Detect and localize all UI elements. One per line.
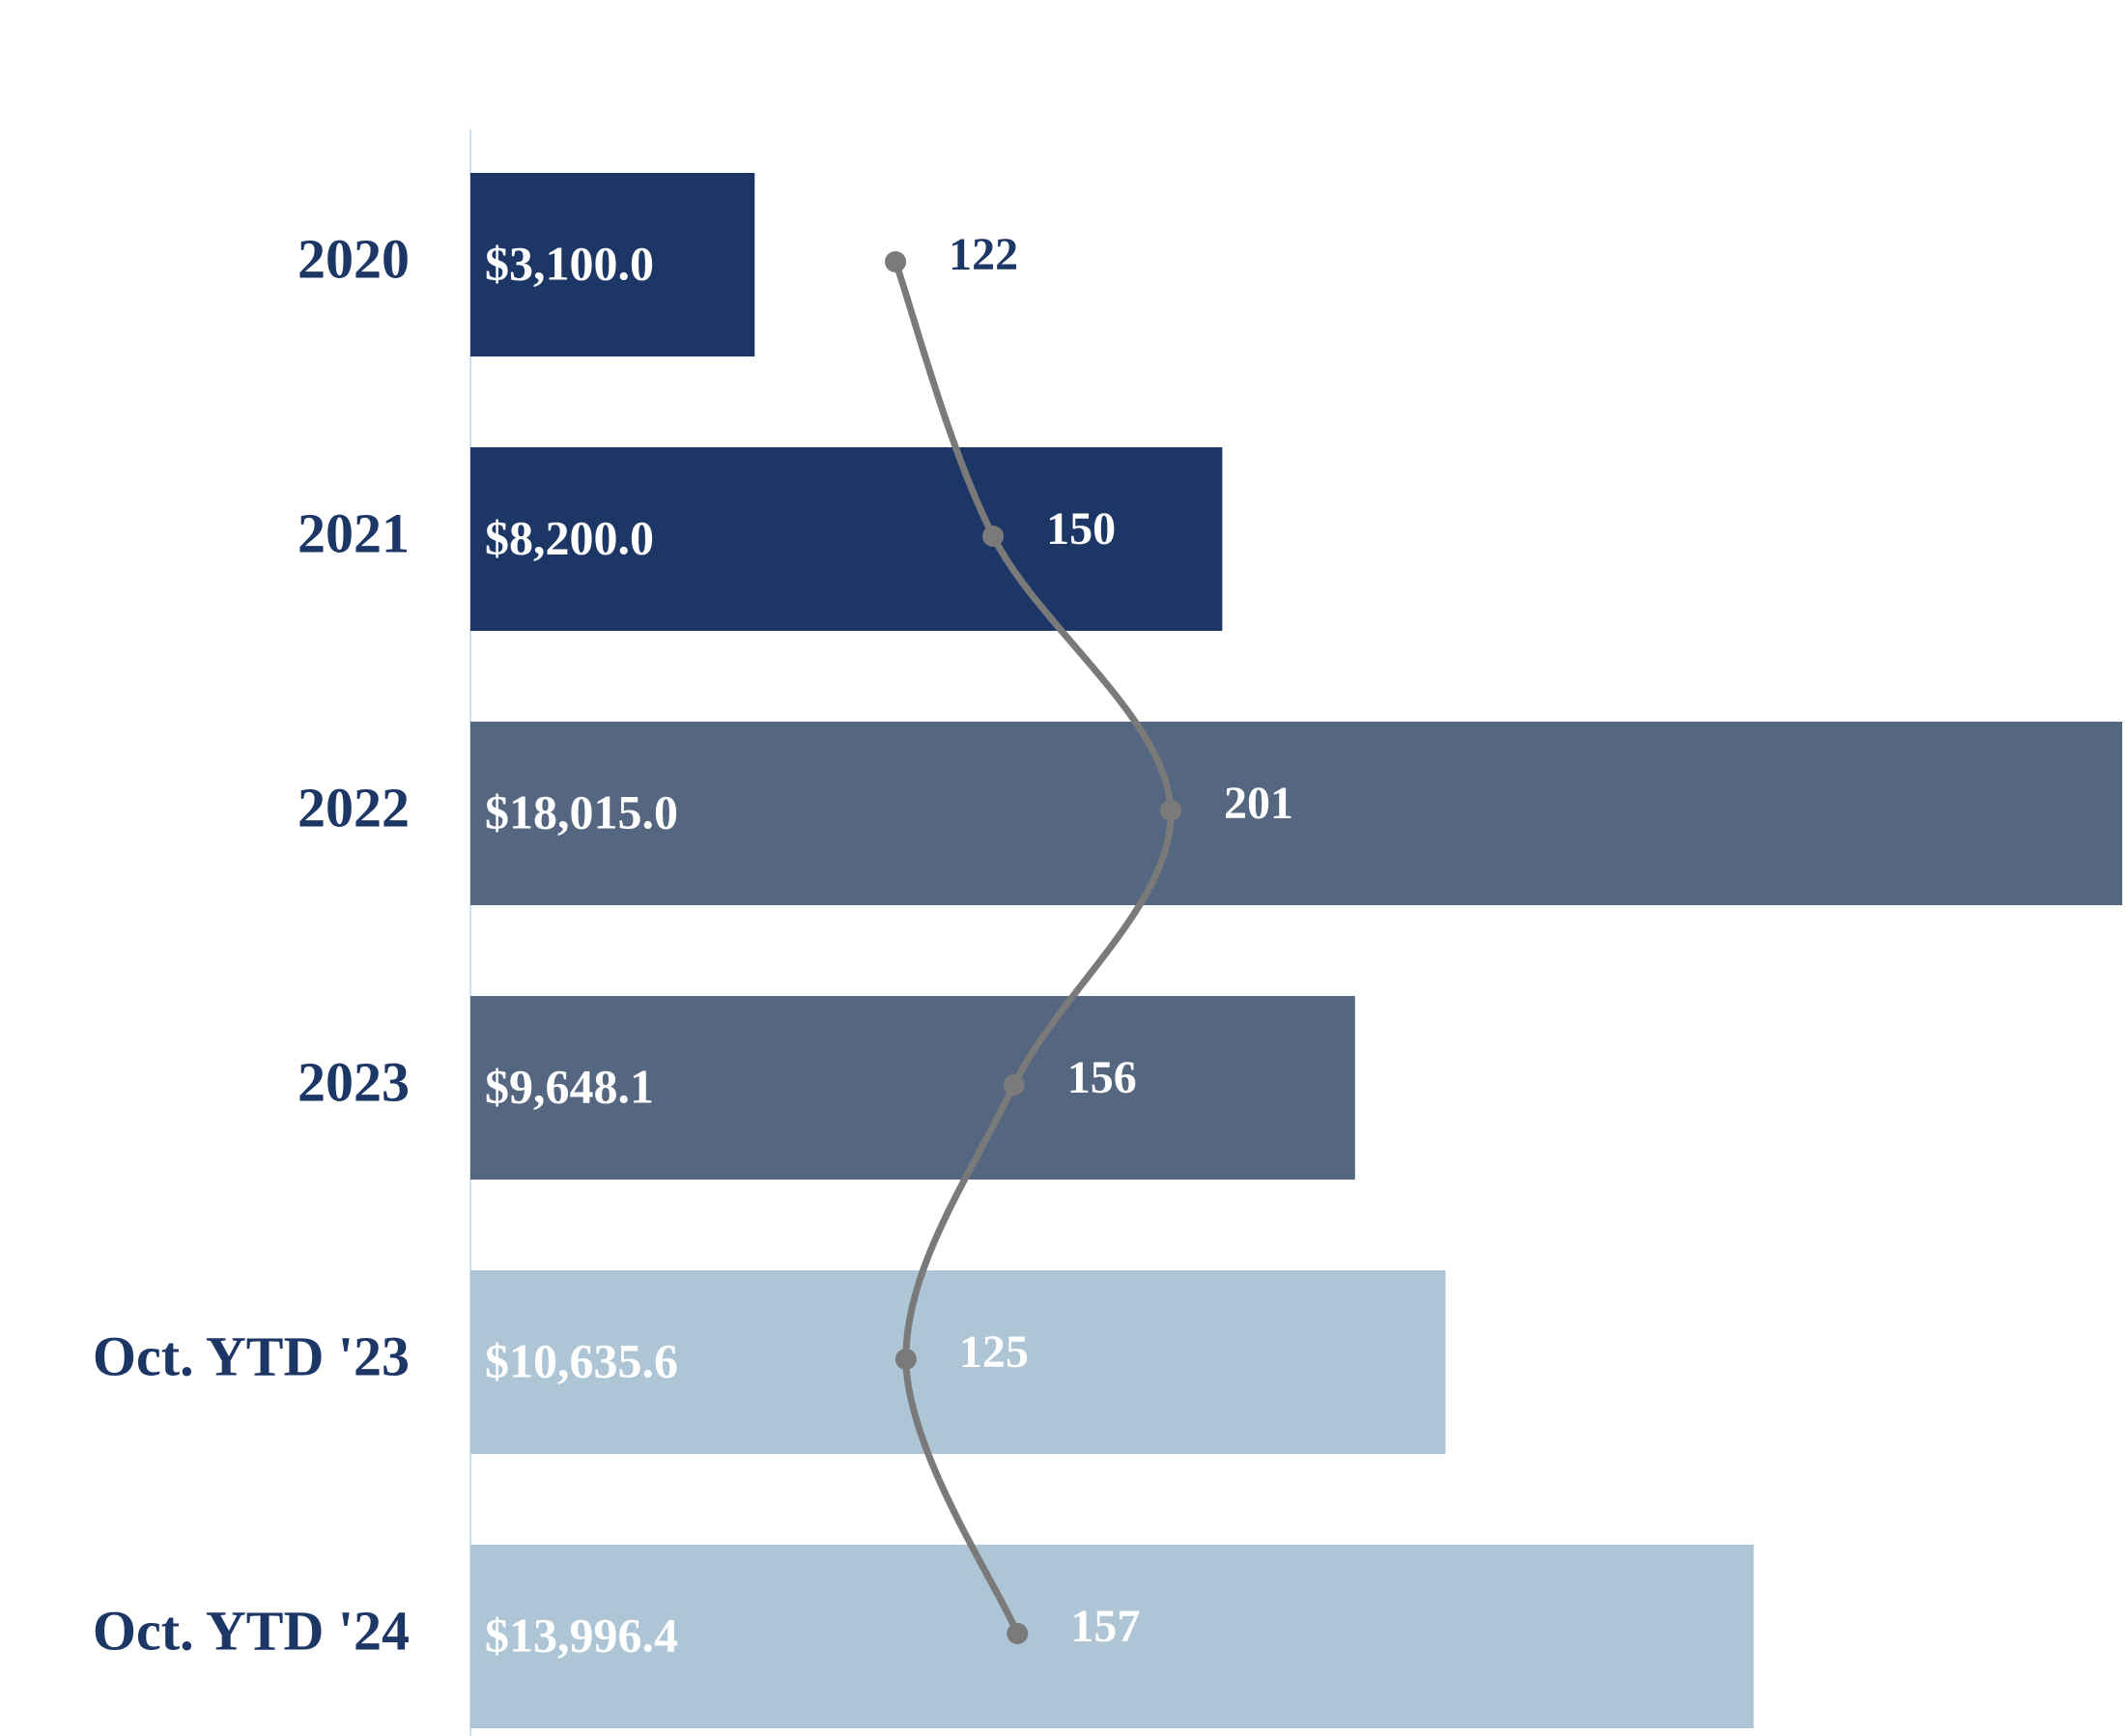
bar bbox=[470, 1545, 1754, 1728]
bar bbox=[470, 1270, 1446, 1454]
category-label: 2023 bbox=[298, 1050, 410, 1113]
count-point bbox=[1003, 1074, 1025, 1096]
bar bbox=[470, 447, 1223, 631]
bar bbox=[470, 173, 755, 356]
category-label: 2020 bbox=[298, 227, 410, 290]
bar-value-label: $18,015.0 bbox=[485, 784, 678, 839]
count-point bbox=[1007, 1623, 1029, 1644]
count-label: 150 bbox=[1046, 503, 1116, 555]
category-label: Oct. YTD '23 bbox=[93, 1324, 410, 1387]
category-label: 2022 bbox=[298, 776, 410, 839]
bar-value-label: $10,635.6 bbox=[485, 1333, 678, 1387]
count-label: 122 bbox=[949, 229, 1018, 280]
bar bbox=[470, 722, 2122, 905]
bar bbox=[470, 996, 1355, 1180]
category-label: Oct. YTD '24 bbox=[93, 1599, 410, 1662]
count-line bbox=[892, 258, 1175, 1637]
bar-value-label: $13,996.4 bbox=[485, 1608, 678, 1662]
bar-value-label: $8,200.0 bbox=[485, 510, 654, 564]
count-point bbox=[894, 1349, 917, 1370]
count-point bbox=[885, 251, 907, 272]
bar-value-label: $9,648.1 bbox=[485, 1059, 654, 1113]
count-label: 125 bbox=[959, 1326, 1029, 1378]
category-label: 2021 bbox=[298, 501, 410, 564]
count-label: 157 bbox=[1070, 1601, 1140, 1652]
count-label: 201 bbox=[1224, 778, 1293, 829]
count-point bbox=[982, 526, 1005, 547]
count-point bbox=[1160, 800, 1182, 821]
bar-value-label: $3,100.0 bbox=[485, 236, 654, 290]
count-label: 156 bbox=[1067, 1052, 1137, 1103]
